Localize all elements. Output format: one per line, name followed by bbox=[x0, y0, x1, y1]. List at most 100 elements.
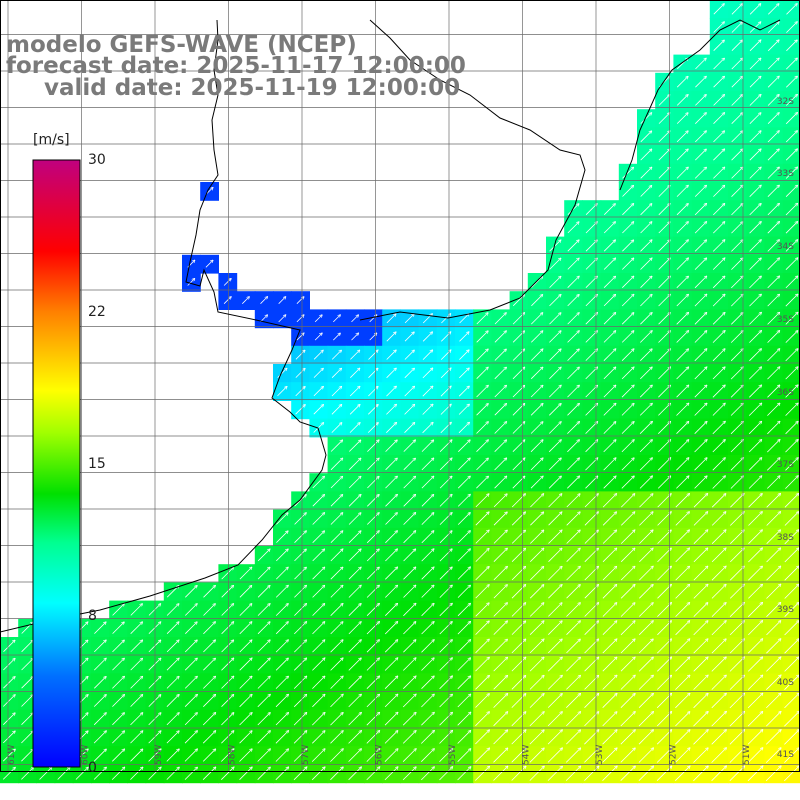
wind-arrow bbox=[693, 694, 708, 709]
wind-arrow bbox=[294, 622, 306, 635]
wind-cell bbox=[473, 400, 492, 420]
wind-arrow bbox=[313, 369, 323, 378]
wind-cell bbox=[637, 200, 656, 219]
wind-arrow bbox=[767, 40, 779, 52]
wind-arrow bbox=[221, 658, 234, 671]
wind-arrow bbox=[729, 566, 744, 581]
wind-arrow bbox=[676, 258, 688, 270]
wind-cell bbox=[364, 382, 383, 401]
wind-cell bbox=[582, 309, 602, 329]
wind-arrow bbox=[566, 494, 580, 508]
wind-arrow bbox=[331, 350, 341, 360]
wind-arrow bbox=[713, 186, 724, 197]
wind-cell bbox=[618, 200, 638, 219]
colorbar-unit: [m/s] bbox=[33, 132, 70, 148]
wind-arrow bbox=[386, 387, 397, 397]
wind-cell bbox=[382, 709, 401, 729]
wind-cell bbox=[418, 327, 438, 347]
wind-arrow bbox=[622, 277, 633, 288]
wind-cell bbox=[273, 564, 292, 583]
wind-cell bbox=[309, 764, 329, 784]
wind-arrow bbox=[257, 604, 270, 616]
wind-arrow bbox=[366, 604, 379, 616]
wind-cell bbox=[200, 655, 219, 674]
wind-cell bbox=[436, 382, 456, 401]
wind-arrow bbox=[476, 440, 489, 452]
wind-cell bbox=[254, 746, 274, 765]
wind-cell bbox=[345, 473, 365, 492]
wind-cell bbox=[728, 691, 747, 711]
wind-cell bbox=[254, 546, 274, 565]
wind-cell bbox=[273, 364, 292, 383]
wind-arrow bbox=[675, 567, 690, 581]
wind-arrow bbox=[421, 676, 434, 689]
wind-cell bbox=[582, 400, 602, 420]
wind-arrow bbox=[749, 113, 761, 124]
wind-cell bbox=[509, 527, 529, 547]
wind-arrow bbox=[731, 258, 742, 270]
wind-arrow bbox=[294, 549, 307, 562]
wind-arrow bbox=[386, 314, 396, 324]
wind-cell bbox=[600, 546, 620, 565]
wind-cell bbox=[327, 382, 347, 401]
wind-arrow bbox=[257, 767, 270, 780]
wind-arrow bbox=[566, 585, 580, 599]
wind-cell bbox=[327, 455, 347, 474]
wind-arrow bbox=[657, 657, 671, 672]
wind-arrow bbox=[675, 512, 689, 526]
wind-arrow bbox=[566, 603, 581, 617]
wind-cell bbox=[273, 691, 292, 711]
wind-arrow bbox=[784, 712, 799, 727]
wind-cell bbox=[127, 728, 147, 747]
wind-arrow bbox=[640, 149, 652, 161]
wind-arrow bbox=[385, 458, 397, 471]
wind-cell bbox=[655, 182, 674, 201]
wind-arrow bbox=[476, 422, 489, 434]
wind-arrow bbox=[493, 730, 508, 745]
wind-cell bbox=[691, 54, 711, 74]
wind-arrow bbox=[711, 585, 726, 599]
wind-arrow bbox=[475, 676, 490, 690]
wind-arrow bbox=[184, 749, 197, 762]
wind-arrow bbox=[658, 240, 670, 252]
wind-cell bbox=[382, 400, 401, 420]
wind-cell bbox=[764, 345, 784, 365]
wind-cell bbox=[746, 637, 765, 656]
wind-cell bbox=[655, 673, 674, 693]
wind-arrow bbox=[404, 314, 414, 324]
wind-cell bbox=[655, 491, 674, 511]
wind-cell bbox=[564, 254, 583, 274]
wind-arrow bbox=[657, 512, 671, 526]
coastline-east bbox=[619, 19, 781, 191]
wind-arrow bbox=[276, 568, 288, 580]
wind-arrow bbox=[693, 621, 708, 636]
wind-arrow bbox=[439, 604, 452, 617]
wind-cell bbox=[655, 291, 674, 310]
wind-cell bbox=[746, 345, 765, 365]
wind-cell bbox=[655, 436, 674, 456]
wind-arrow bbox=[403, 658, 415, 671]
wind-cell bbox=[527, 309, 547, 329]
wind-arrow bbox=[785, 149, 797, 161]
wind-arrow bbox=[548, 530, 562, 544]
wind-cell bbox=[709, 600, 729, 620]
wind-cell bbox=[273, 527, 292, 547]
wind-cell bbox=[455, 473, 474, 492]
wind-cell bbox=[600, 273, 620, 292]
wind-cell bbox=[764, 618, 784, 638]
wind-arrow bbox=[475, 767, 489, 781]
wind-cell bbox=[436, 655, 456, 674]
wind-arrow bbox=[731, 240, 742, 252]
wind-arrow bbox=[567, 440, 579, 453]
wind-arrow bbox=[785, 294, 798, 307]
wind-arrow bbox=[511, 639, 526, 654]
wind-arrow bbox=[529, 658, 544, 672]
wind-arrow bbox=[712, 258, 724, 270]
wind-cell bbox=[436, 509, 456, 529]
wind-cell bbox=[546, 509, 565, 529]
wind-cell bbox=[218, 564, 238, 583]
wind-cell bbox=[691, 382, 711, 401]
wind-arrow bbox=[730, 422, 743, 435]
wind-arrow bbox=[221, 731, 233, 744]
wind-arrow bbox=[403, 676, 415, 689]
